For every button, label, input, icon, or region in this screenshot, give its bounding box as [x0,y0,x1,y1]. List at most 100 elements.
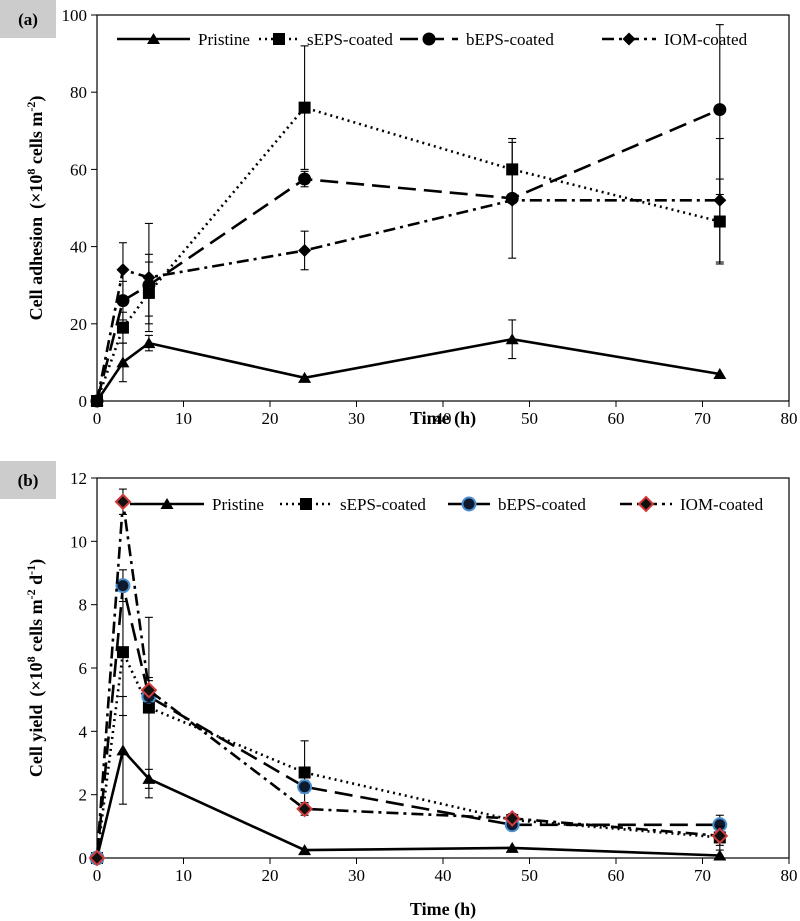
x-tick-label: 70 [694,409,711,428]
legend-marker [622,32,636,46]
y-tick-label: 60 [70,160,87,179]
series-line [95,501,720,859]
y-axis-unit-pre-b: (×10 [26,662,47,696]
y-axis-unit-end-b: ) [26,559,47,565]
y-axis-title-a: Cell adhesion (×108 cells m-2) [24,96,47,321]
y-tick-label: 12 [70,469,87,488]
series-layer-b [88,488,729,867]
legend-label: sEPS-coated [307,30,393,49]
legend-label: IOM-coated [664,30,748,49]
data-point [116,263,130,277]
y-tick-label: 6 [79,659,88,678]
data-point [142,337,156,349]
x-tick-label: 40 [435,409,452,428]
data-point [505,193,519,207]
y-axis-unit-mid-a: cells m [26,112,46,169]
data-point [298,172,312,186]
data-point [116,356,130,368]
x-ticks-b: 0 10 20 30 40 50 60 70 80 [93,858,798,885]
chart-panel-a: (a) 0 20 40 60 80 100 0 10 20 30 40 50 60 70 80 Prist… [0,0,798,429]
legend-b: Pristine sEPS-coated bEPS-coated IOM-coated [130,495,764,514]
legend-item-iom-coated: IOM-coated [620,495,764,514]
x-tick-label: 50 [521,866,538,885]
y-tick-label: 40 [70,238,87,257]
y-axis-unit-pre-a: (×10 [26,175,47,209]
legend-marker [637,495,655,513]
x-tick-label: 60 [608,409,625,428]
series-line [95,337,721,402]
data-point [713,193,727,207]
y-ticks-a: 0 20 40 60 80 100 [62,6,97,411]
series-line [95,647,720,859]
x-tick-label: 0 [93,409,102,428]
x-tick-label: 40 [435,866,452,885]
legend-a: Pristine sEPS-coated bEPS-coated IOM-coated [117,30,748,49]
y-axis-unit-sup2-b: -2 [24,589,38,599]
data-point [115,578,131,594]
legend-item-pristine: Pristine [117,30,250,49]
legend-item-seps-coated: sEPS-coated [259,30,393,49]
x-tick-label: 30 [348,866,365,885]
x-tick-label: 80 [781,409,798,428]
legend-item-pristine: Pristine [130,495,264,514]
y-tick-label: 2 [79,786,88,805]
data-point [505,841,519,853]
y-axis-title-main-a: Cell adhesion [26,217,46,321]
x-tick-label: 30 [348,409,365,428]
data-point [503,810,521,827]
data-point [713,367,727,379]
data-point [298,766,311,779]
x-axis-title-a: Time (h) [410,408,476,429]
legend-marker [422,32,436,46]
x-tick-label: 20 [262,409,279,428]
data-point [114,493,132,511]
data-point [142,270,156,284]
legend-label: sEPS-coated [340,495,426,514]
legend-marker [147,33,160,44]
legend-label: Pristine [198,30,250,49]
legend-marker [273,33,285,45]
y-axis-unit-post-a: ) [26,96,47,102]
y-tick-label: 80 [70,83,87,102]
x-tick-label: 20 [262,866,279,885]
x-tick-label: 50 [521,409,538,428]
y-axis-unit-sup3-b: -1 [24,565,38,575]
data-point [90,394,104,408]
legend-label: bEPS-coated [498,495,586,514]
data-point [297,779,313,795]
data-point [116,294,130,308]
series-layer-a [90,24,727,408]
data-point [713,849,727,861]
panel-label-a: (a) [18,10,38,29]
panel-label-b: (b) [18,471,39,490]
panel-label-box-b [0,461,56,499]
y-tick-label: 10 [70,532,87,551]
x-tick-label: 10 [175,409,192,428]
legend-item-beps-coated: bEPS-coated [400,30,554,49]
y-axis-unit-mid-b: cells m [26,599,46,656]
x-tick-label: 80 [781,866,798,885]
y-axis-title-main-b: Cell yield [26,705,46,778]
legend-marker [461,496,477,512]
x-tick-label: 10 [175,866,192,885]
data-point [296,800,314,818]
y-axis-unit-sup2-a: -2 [24,102,38,112]
data-point [298,844,312,856]
x-ticks-a: 0 10 20 30 40 50 60 70 80 [93,401,798,428]
y-axis-unit-post-b: d [26,575,46,590]
series-line [95,108,721,402]
legend-item-iom-coated: IOM-coated [602,30,748,49]
series-line [95,585,720,859]
plot-area-a [96,14,790,402]
legend-label: Pristine [212,495,264,514]
data-point [298,243,312,257]
data-point [505,333,519,345]
legend-item-seps-coated: sEPS-coated [280,495,426,514]
y-tick-label: 0 [79,849,88,868]
y-tick-label: 0 [79,392,88,411]
series-line [95,199,720,402]
legend-marker [160,498,174,509]
y-axis-unit-sup-a: 8 [24,169,38,175]
series-pristine [90,319,727,406]
